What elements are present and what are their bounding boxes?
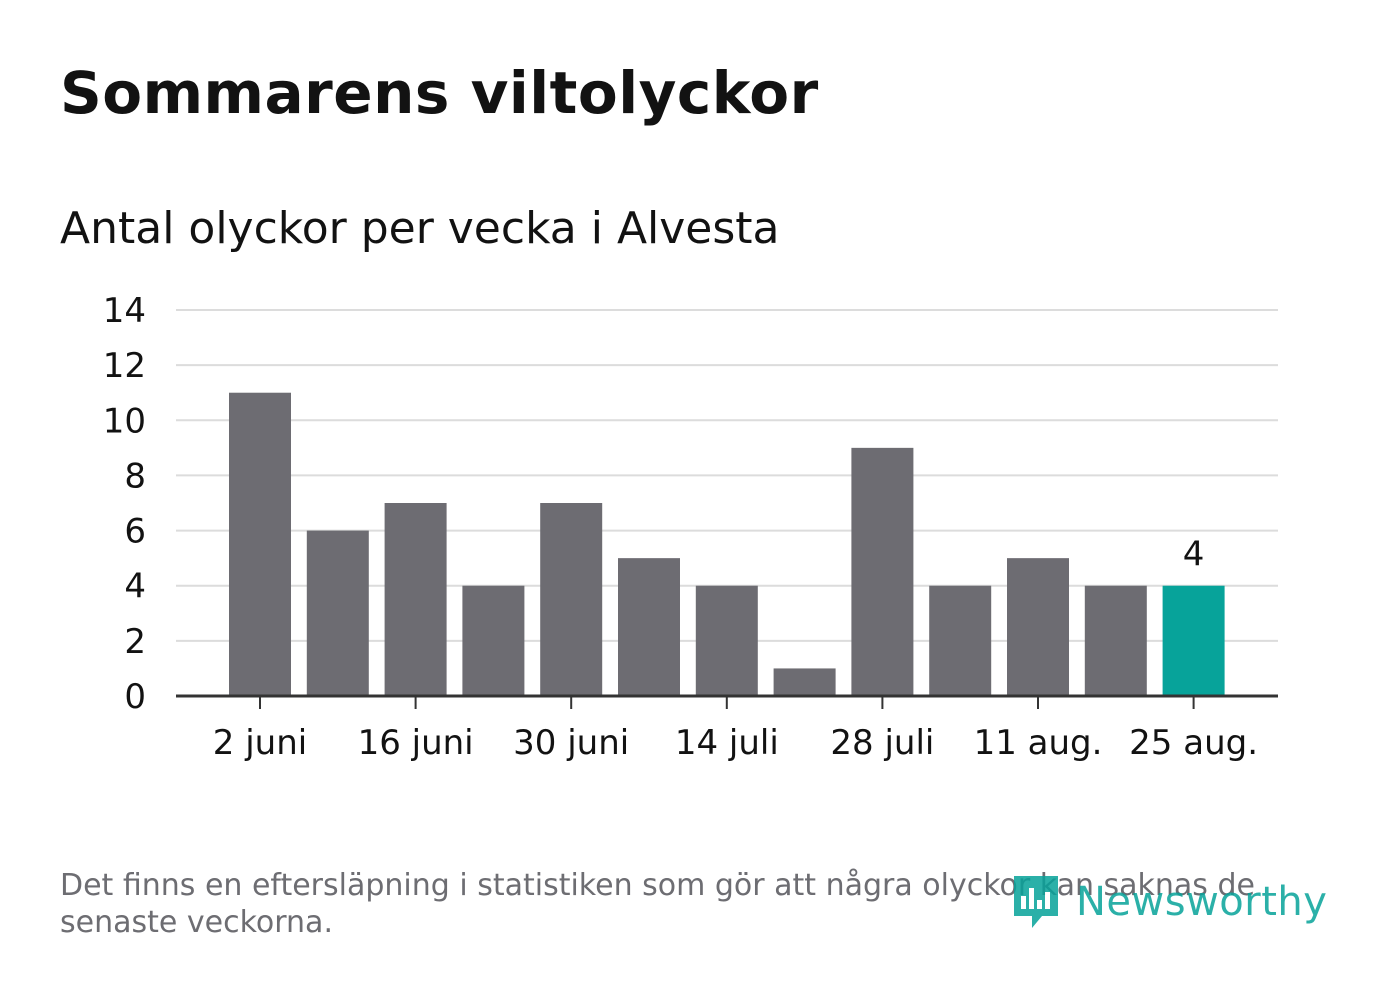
x-tick-label: 2 juni <box>213 723 307 763</box>
chart-subtitle: Antal olyckor per vecka i Alvesta <box>60 203 780 254</box>
y-tick-label: 0 <box>124 677 146 717</box>
x-tick-label: 30 juni <box>513 723 629 763</box>
bar <box>695 585 758 696</box>
newsworthy-logo-icon <box>1014 876 1058 928</box>
y-tick-label: 2 <box>124 622 146 662</box>
x-tick-label: 16 juni <box>358 723 474 763</box>
x-tick-label: 14 juli <box>675 723 779 763</box>
x-axis <box>176 694 1278 709</box>
y-tick-label: 8 <box>124 456 146 496</box>
data-label-highlight: 4 <box>1183 535 1205 575</box>
bar <box>462 585 525 696</box>
y-tick-label: 6 <box>124 512 146 552</box>
bar <box>618 558 680 696</box>
bar <box>1084 585 1147 696</box>
bar <box>1007 558 1069 696</box>
y-tick-label: 4 <box>124 567 146 607</box>
x-tick-label: 28 juli <box>830 723 934 763</box>
x-tick-label: 11 aug. <box>974 723 1103 763</box>
bar <box>851 447 914 696</box>
newsworthy-logo: Newsworthy <box>1010 872 1327 932</box>
logo-text: Newsworthy <box>1076 879 1328 925</box>
bars <box>229 392 1225 696</box>
y-tick-label: 12 <box>103 346 146 386</box>
annotations: 4 <box>1183 535 1205 575</box>
bar <box>384 503 447 696</box>
bar <box>540 503 603 696</box>
chart-title: Sommarens viltolyckor <box>60 59 819 127</box>
y-tick-label: 10 <box>103 401 146 441</box>
x-axis-labels: 2 juni 16 juni 30 juni 14 juli 28 juli 11 aug… <box>213 723 1258 763</box>
bar <box>306 530 369 696</box>
bar <box>773 668 836 696</box>
bar <box>929 585 992 696</box>
y-axis-labels: 0 2 4 6 8 10 12 14 <box>103 291 146 717</box>
y-tick-label: 14 <box>103 291 146 331</box>
bar-highlight <box>1162 585 1225 696</box>
bar <box>229 392 291 696</box>
x-tick-label: 25 aug. <box>1129 723 1258 763</box>
